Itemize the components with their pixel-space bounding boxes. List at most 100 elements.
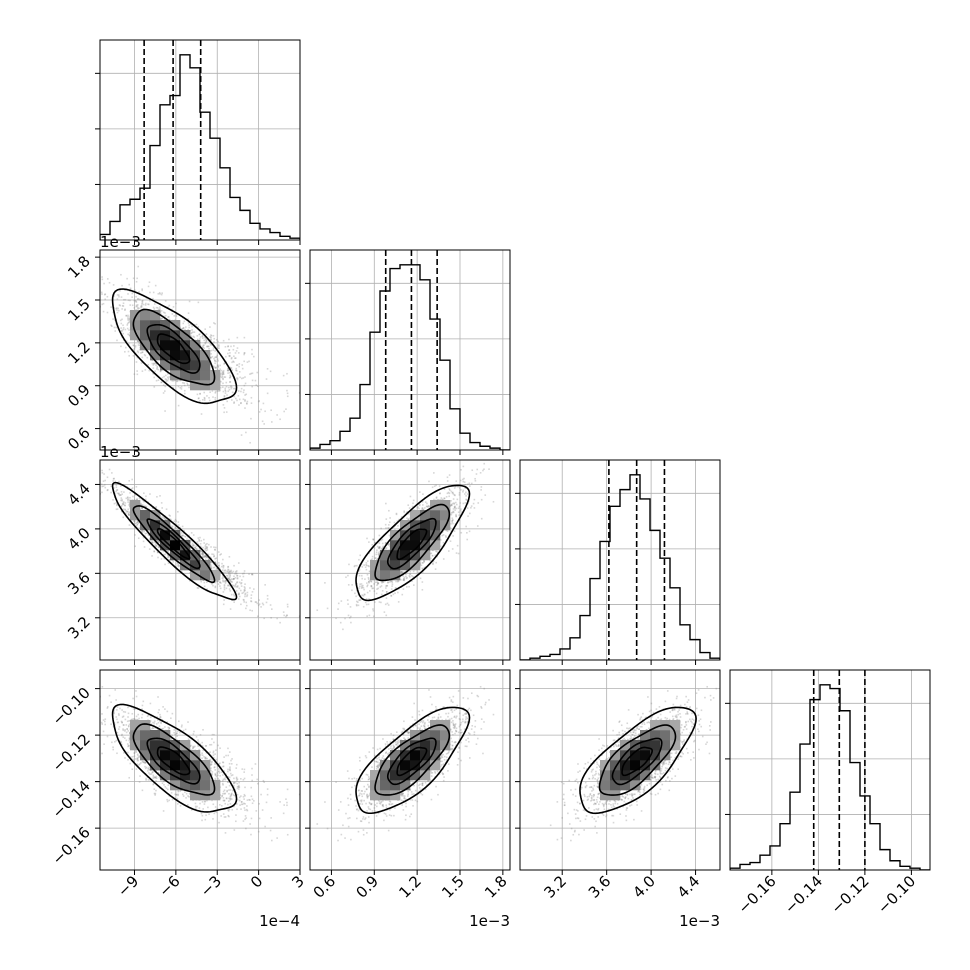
sample-point bbox=[207, 345, 210, 348]
sample-point bbox=[200, 545, 202, 548]
sample-point bbox=[385, 502, 387, 505]
sample-point bbox=[122, 516, 125, 519]
sample-point bbox=[448, 474, 451, 476]
sample-point bbox=[153, 386, 156, 388]
sample-point bbox=[173, 315, 176, 317]
sample-point bbox=[250, 597, 253, 599]
sample-point bbox=[380, 527, 382, 530]
sample-point bbox=[131, 499, 134, 501]
sample-point bbox=[227, 577, 229, 580]
sample-point bbox=[439, 492, 441, 495]
sample-point bbox=[244, 589, 246, 592]
sample-point bbox=[355, 604, 358, 607]
sample-point bbox=[403, 571, 406, 573]
sample-point bbox=[161, 507, 164, 509]
sample-point bbox=[458, 514, 460, 516]
sample-point bbox=[126, 510, 129, 513]
sample-point bbox=[177, 528, 180, 530]
sample-point bbox=[233, 595, 236, 597]
sample-point bbox=[375, 551, 378, 554]
sample-point bbox=[230, 580, 233, 583]
sample-point bbox=[463, 481, 466, 483]
sample-point bbox=[228, 349, 230, 351]
sample-point bbox=[104, 486, 107, 489]
sample-point bbox=[229, 381, 231, 383]
sample-point bbox=[106, 311, 109, 314]
sample-point bbox=[211, 553, 213, 555]
sample-point bbox=[396, 580, 399, 583]
sample-point bbox=[236, 377, 239, 380]
sample-point bbox=[363, 564, 365, 566]
sample-point bbox=[452, 498, 455, 500]
sample-point bbox=[202, 346, 204, 349]
sample-point bbox=[135, 295, 137, 298]
sample-point bbox=[137, 520, 140, 523]
sample-point bbox=[157, 379, 160, 381]
sample-point bbox=[144, 498, 147, 501]
sample-point bbox=[115, 307, 117, 310]
sample-point bbox=[201, 335, 204, 338]
sample-point bbox=[245, 601, 248, 604]
sample-point bbox=[368, 552, 371, 555]
sample-point bbox=[116, 504, 118, 507]
sample-point bbox=[131, 478, 133, 481]
sample-point bbox=[269, 370, 272, 373]
sample-point bbox=[208, 347, 210, 350]
sample-point bbox=[244, 382, 247, 385]
sample-point bbox=[131, 304, 134, 307]
sample-point bbox=[162, 384, 165, 386]
sample-point bbox=[256, 615, 259, 618]
sample-point bbox=[147, 285, 150, 288]
density-cell bbox=[130, 310, 141, 321]
sample-point bbox=[376, 583, 379, 585]
sample-point bbox=[213, 566, 216, 569]
sample-point bbox=[224, 582, 227, 584]
sample-point bbox=[183, 320, 186, 323]
sample-point bbox=[426, 506, 429, 508]
sample-point bbox=[181, 534, 183, 537]
sample-point bbox=[243, 588, 246, 591]
sample-point bbox=[169, 515, 171, 517]
sample-point bbox=[367, 578, 370, 580]
sample-point bbox=[235, 357, 237, 359]
sample-point bbox=[117, 294, 120, 296]
sample-point bbox=[199, 344, 202, 347]
sample-point bbox=[433, 485, 436, 488]
sample-point bbox=[211, 583, 213, 585]
sample-point bbox=[449, 489, 451, 491]
sample-point bbox=[371, 587, 374, 590]
sample-point bbox=[262, 603, 265, 606]
sample-point bbox=[233, 578, 235, 580]
sample-point bbox=[228, 349, 231, 351]
sample-point bbox=[130, 488, 133, 490]
sample-point bbox=[116, 309, 118, 311]
sample-point bbox=[326, 607, 329, 610]
sample-point bbox=[124, 298, 127, 301]
sample-point bbox=[140, 352, 142, 354]
contour-level-1 bbox=[132, 505, 216, 584]
sample-point bbox=[425, 505, 428, 508]
sample-point bbox=[128, 354, 131, 357]
sample-point bbox=[235, 570, 237, 573]
sample-point bbox=[476, 468, 479, 471]
sample-point bbox=[147, 303, 149, 306]
sample-point bbox=[239, 376, 241, 379]
sample-point bbox=[250, 372, 253, 375]
sample-point bbox=[128, 511, 131, 514]
sample-point bbox=[157, 308, 160, 311]
sample-point bbox=[237, 598, 240, 600]
sample-point bbox=[368, 541, 370, 543]
sample-point bbox=[128, 503, 131, 505]
sample-point bbox=[229, 572, 232, 575]
sample-point bbox=[243, 601, 245, 603]
sample-point bbox=[298, 392, 300, 394]
sample-point bbox=[451, 548, 454, 550]
sample-point bbox=[136, 298, 139, 300]
sample-point bbox=[227, 571, 230, 573]
sample-point bbox=[159, 370, 162, 373]
sample-point bbox=[133, 348, 136, 350]
sample-point bbox=[225, 411, 228, 413]
sample-point bbox=[378, 555, 380, 557]
sample-point bbox=[445, 536, 447, 538]
sample-point bbox=[218, 564, 220, 567]
